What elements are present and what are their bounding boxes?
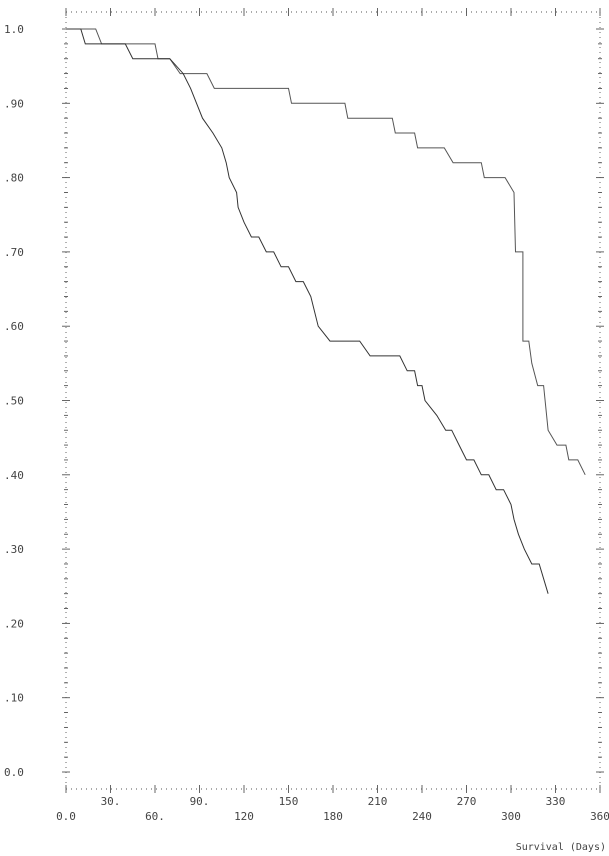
x-tick-label: 270: [457, 795, 477, 808]
x-tick-label: 240: [412, 810, 432, 823]
y-tick-label: .70: [4, 246, 24, 259]
y-tick-label: .60: [4, 320, 24, 333]
y-tick-label: .50: [4, 395, 24, 408]
x-tick-label: 180: [323, 810, 343, 823]
y-tick-label: .20: [4, 617, 24, 630]
y-tick-label: .40: [4, 469, 24, 482]
x-tick-label: 150: [279, 795, 299, 808]
y-tick-label: .80: [4, 172, 24, 185]
x-tick-label: 0.0: [56, 810, 76, 823]
x-tick-label: 90.: [190, 795, 210, 808]
x-tick-label: 30.: [101, 795, 121, 808]
x-tick-label: 330: [546, 795, 566, 808]
x-axis-title: Survival (Days): [516, 842, 606, 853]
x-tick-label: 60.: [145, 810, 165, 823]
x-tick-label: 120: [234, 810, 254, 823]
series-layer: [66, 28, 586, 594]
x-axis: 0.0 30. 60. 90. 120 150 180 210 240 270 300 330 360: [56, 8, 609, 823]
x-tick-label: 210: [368, 795, 388, 808]
series-2-line: [66, 28, 549, 594]
y-tick-label: 0.0: [4, 766, 24, 779]
y-axis: 0.0 .10 .20 .30 .40 .50 .60 .70 .80 .90 1.0: [4, 23, 604, 779]
y-tick-label: .10: [4, 692, 24, 705]
series-1-line: [66, 28, 586, 476]
y-tick-label: 1.0: [4, 23, 24, 36]
plot-frame: [65, 11, 601, 790]
y-tick-label: .90: [4, 97, 24, 110]
x-tick-label: 300: [501, 810, 521, 823]
x-tick-label: 360: [590, 810, 609, 823]
y-tick-label: .30: [4, 543, 24, 556]
